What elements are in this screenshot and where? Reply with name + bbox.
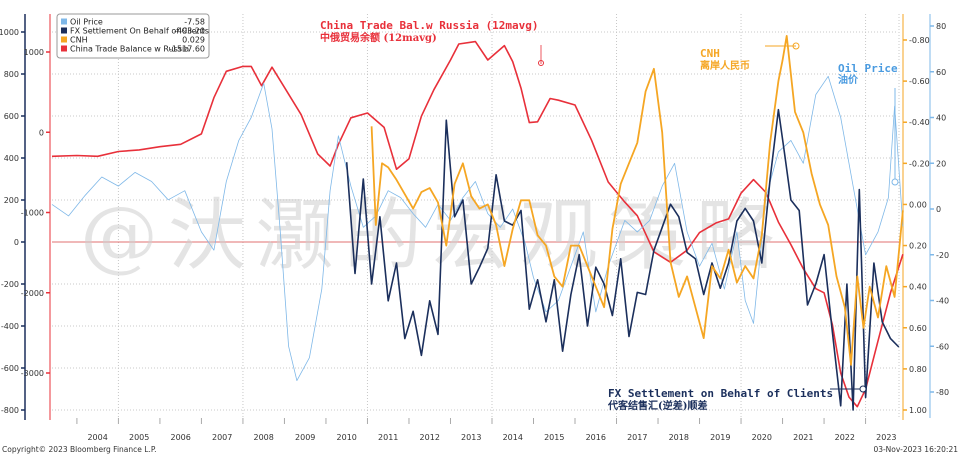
- x-tick-label: 2012: [420, 433, 440, 442]
- tick-label-trade_balance: -1000: [21, 209, 44, 218]
- legend-label: China Trade Balance w Russia: [70, 45, 189, 54]
- legend-label: Oil Price: [70, 18, 103, 27]
- trade-marker: [538, 60, 544, 66]
- legend-swatch: [61, 18, 67, 25]
- x-tick-label: 2023: [876, 433, 896, 442]
- watermark: @汏灏的宏观策略: [80, 191, 784, 281]
- annotation-label: FX Settlement on Behalf of Clients: [608, 387, 833, 400]
- tick-label-fx_settlement: -400: [1, 322, 19, 331]
- tick-label-oil: 80: [936, 22, 946, 31]
- annotation-label-cn: 中俄贸易余额 (12mavg): [320, 31, 437, 44]
- tick-label-cnh: -0.60: [909, 77, 930, 86]
- tick-label-trade_balance: -2000: [21, 289, 44, 298]
- tick-label-fx_settlement: 200: [4, 196, 19, 205]
- tick-label-fx_settlement: 0: [14, 238, 19, 247]
- legend-value: -1517.60: [169, 45, 205, 54]
- x-tick-label: 2020: [752, 433, 772, 442]
- annotation-label: CNH: [700, 47, 720, 60]
- tick-label-fx_settlement: -600: [1, 364, 19, 373]
- fx-marker: [859, 385, 867, 393]
- tick-label-cnh: 0.80: [909, 365, 927, 374]
- x-tick-label: 2018: [669, 433, 689, 442]
- tick-label-fx_settlement: 800: [4, 70, 19, 79]
- tick-label-cnh: 0.20: [909, 242, 927, 251]
- legend-label: CNH: [70, 36, 88, 45]
- series-line-cnh: [370, 35, 904, 366]
- series-line-fx-settlement-on-behalf-of-clients: [345, 108, 900, 411]
- legend-box: [56, 13, 210, 59]
- tick-label-trade_balance: -3000: [21, 369, 44, 378]
- x-tick-label: 2016: [586, 433, 606, 442]
- annotation-label-cn: 代客结售汇(逆差)顺差: [607, 399, 707, 412]
- tick-label-fx_settlement: 1000: [0, 28, 19, 37]
- tick-label-cnh: 0.60: [909, 324, 927, 333]
- tick-label-cnh: 1.00: [909, 406, 927, 415]
- tick-label-oil: -20: [936, 251, 949, 260]
- legend-label: FX Settlement On Behalf of Clients: [70, 27, 209, 36]
- tick-label-oil: 40: [936, 114, 946, 123]
- tick-label-fx_settlement: -200: [1, 280, 19, 289]
- x-tick-label: 2021: [793, 433, 813, 442]
- annotation-label-cn: 离岸人民币: [700, 59, 750, 72]
- x-tick-label: 2008: [254, 433, 274, 442]
- x-tick-label: 2013: [461, 433, 481, 442]
- tick-label-fx_settlement: 600: [4, 112, 19, 121]
- series-layer: [51, 35, 904, 411]
- tick-label-cnh: 0.00: [909, 200, 927, 209]
- series-line-china-trade-balance-w-russia: [51, 40, 904, 408]
- copyright-text: Copyright© 2023 Bloomberg Finance L.P.: [2, 445, 157, 454]
- x-tick-label: 2015: [544, 433, 564, 442]
- x-tick-label: 2005: [129, 433, 149, 442]
- oil-marker: [891, 178, 899, 186]
- tick-label-fx_settlement: 400: [4, 154, 19, 163]
- tick-label-cnh: -0.20: [909, 159, 930, 168]
- tick-label-trade_balance: 0: [39, 128, 44, 137]
- x-tick-label: 2014: [503, 433, 523, 442]
- annotation-label: Oil Price: [838, 62, 898, 75]
- x-tick-label: 2007: [212, 433, 232, 442]
- tick-label-cnh: 0.40: [909, 283, 927, 292]
- tick-label-oil: 0: [936, 205, 941, 214]
- tick-label-oil: 60: [936, 68, 946, 77]
- x-tick-label: 2006: [170, 433, 190, 442]
- x-tick-label: 2019: [710, 433, 730, 442]
- legend-swatch: [61, 36, 67, 43]
- timestamp-text: 03-Nov-2023 16:20:21: [873, 445, 958, 454]
- legend-swatch: [61, 27, 67, 34]
- annotation-label-cn: 油价: [838, 73, 859, 86]
- x-tick-label: 2009: [295, 433, 315, 442]
- legend-swatch: [61, 45, 67, 52]
- x-tick-label: 2004: [87, 433, 107, 442]
- legend-value: 0.029: [182, 36, 205, 45]
- tick-label-oil: -80: [936, 388, 949, 397]
- legend-value: -7.58: [184, 18, 205, 27]
- annotations: China Trade Bal.w Russia (12mavg)中俄贸易余额 …: [320, 19, 899, 412]
- x-tick-label: 2017: [627, 433, 647, 442]
- tick-label-cnh: -0.40: [909, 118, 930, 127]
- annotation-label: China Trade Bal.w Russia (12mavg): [320, 19, 539, 32]
- x-axis: 2004 2005 2006 2007 2008 2009 2010 2011 2012 2013…: [76, 418, 897, 442]
- tick-label-cnh: -0.80: [909, 36, 930, 45]
- cnh-marker: [792, 42, 800, 50]
- tick-label-fx_settlement: -800: [1, 406, 19, 415]
- legend-value: -493.20: [174, 27, 205, 36]
- tick-label-oil: 20: [936, 159, 946, 168]
- x-tick-label: 2022: [835, 433, 855, 442]
- tick-label-trade_balance: 1000: [24, 48, 44, 57]
- x-tick-label: 2010: [337, 433, 357, 442]
- tick-label-oil: -40: [936, 297, 949, 306]
- x-tick-label: 2011: [378, 433, 398, 442]
- tick-label-oil: -60: [936, 342, 949, 351]
